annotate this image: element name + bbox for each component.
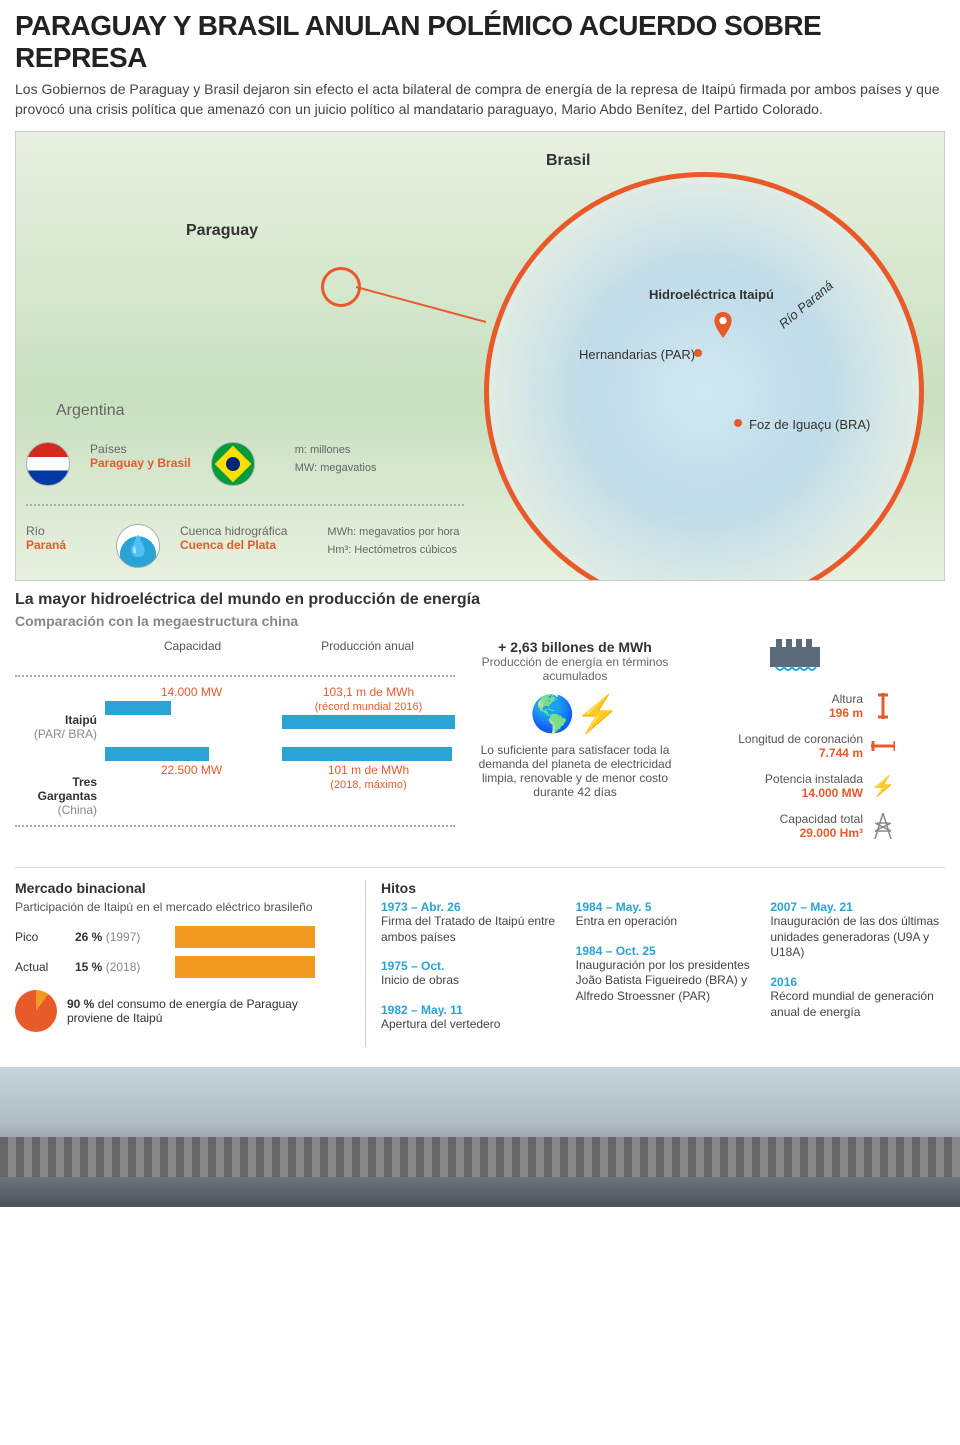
hitos-title: Hitos [381,880,945,896]
hito-item: 1982 – May. 11Apertura del vertedero [381,1003,556,1033]
tres-capacity-bar [105,747,209,761]
hito-item: 2016Récord mundial de generación anual d… [770,975,945,1020]
itaipu-name: Itaipú [15,713,97,727]
flag-brasil-group [211,442,255,486]
legend-countries-label: Países [90,442,191,456]
abbrev-hm3: Hm³: Hectómetros cúbicos [327,542,459,560]
itaipu-capacity-bar [105,701,171,715]
spec-capacity-label: Capacidad total [780,812,863,826]
hito-text: Récord mundial de generación anual de en… [770,989,945,1020]
flag-paraguay-icon [26,442,70,486]
city-dot-bra [734,419,742,427]
hito-date: 2007 – May. 21 [770,900,945,914]
label-argentina: Argentina [56,402,125,420]
accumulated-sub: Producción de energía en términos acumul… [465,655,685,683]
spec-length-value: 7.744 m [738,746,863,760]
itaipu-capacity-value: 14.000 MW [105,685,278,699]
accumulated-title: + 2,63 billones de MWh [465,639,685,655]
zoom-city-par: Hernandarias (PAR) [579,347,695,362]
comparison-title: La mayor hidroeléctrica del mundo en pro… [15,591,945,609]
abbrev-mw: MW: megavatios [295,460,377,478]
spec-height-value: 196 m [829,706,863,720]
height-icon [871,694,895,718]
comparison-subtitle: Comparación con la megaestructura china [15,613,945,629]
hito-text: Apertura del vertedero [381,1017,556,1033]
abbrev-m: m: millones [295,442,377,460]
market-panel: Mercado binacional Participación de Itai… [15,880,345,1046]
legend-river-value: Paraná [26,538,96,552]
itaipu-production-bar [282,715,455,729]
spec-power-label: Potencia instalada [765,772,863,786]
hito-date: 2016 [770,975,945,989]
itaipu-production-value: 103,1 m de MWh (récord mundial 2016) [282,685,455,713]
market-title: Mercado binacional [15,880,345,896]
itaipu-sub: (PAR/ BRA) [15,727,97,741]
spec-height-label: Altura [829,692,863,706]
market-actual-bar [175,956,315,978]
map-focus-ring [321,267,361,307]
tres-sub: (China) [15,803,97,817]
zoom-dam-label: Hidroeléctrica Itaipú [649,287,774,302]
label-paraguay: Paraguay [186,222,258,240]
spec-capacity-value: 29.000 Hm³ [780,826,863,840]
length-icon [871,734,895,758]
hito-date: 1982 – May. 11 [381,1003,556,1017]
globe-bolt-icon: 🌎⚡ [465,693,685,735]
page-subtitle: Los Gobiernos de Paraguay y Brasil dejar… [15,80,945,119]
legend-river-label: Río [26,524,96,538]
hito-text: Inauguración por los presidentes João Ba… [576,958,751,1005]
flag-brasil-icon [211,442,255,486]
market-desc: Participación de Itaipú en el mercado el… [15,900,345,914]
map-connector [356,282,486,342]
hitos-panel: Hitos 1973 – Abr. 26Firma del Tratado de… [365,880,945,1046]
col-capacity: Capacidad [105,639,280,653]
tower-icon [871,814,895,838]
tres-capacity-value: 22.500 MW [105,763,278,777]
spec-power-value: 14.000 MW [765,786,863,800]
hito-text: Inicio de obras [381,973,556,989]
city-dot-par [694,349,702,357]
tres-production-bar [282,747,452,761]
map-zoom-circle: Hidroeléctrica Itaipú Hernandarias (PAR)… [484,172,924,581]
legend-basin-label: Cuenca hidrográfica [180,524,287,538]
legend-basin-value: Cuenca del Plata [180,538,287,552]
spec-length-label: Longitud de coronación [738,732,863,746]
dam-photo [0,1067,960,1207]
zoom-river-label: Río Paraná [776,278,836,332]
hito-date: 1984 – Oct. 25 [576,944,751,958]
tres-production-value: 101 m de MWh (2018, máximo) [282,763,455,791]
comparison-section: La mayor hidroeléctrica del mundo en pro… [15,591,945,852]
hito-item: 1975 – Oct.Inicio de obras [381,959,556,989]
hito-item: 2007 – May. 21Inauguración de las dos úl… [770,900,945,961]
col-production: Producción anual [280,639,455,653]
hito-date: 1975 – Oct. [381,959,556,973]
flag-paraguay-group [26,442,70,486]
dam-icon [695,639,895,682]
water-drop-icon: 💧 [116,524,160,568]
hito-text: Firma del Tratado de Itaipú entre ambos … [381,914,556,945]
hito-text: Entra en operación [576,914,751,930]
pie-icon [15,990,57,1032]
label-brasil: Brasil [546,152,590,170]
bolt-icon: ⚡ [871,774,895,798]
hito-item: 1973 – Abr. 26Firma del Tratado de Itaip… [381,900,556,945]
market-pico-label: Pico [15,930,65,944]
market-actual-label: Actual [15,960,65,974]
zoom-city-bra: Foz de Iguaçu (BRA) [749,417,870,432]
hito-date: 1984 – May. 5 [576,900,751,914]
hito-date: 1973 – Abr. 26 [381,900,556,914]
abbrev-mwh: MWh: megavatios por hora [327,524,459,542]
tres-name: Tres Gargantas [15,775,97,803]
hito-text: Inauguración de las dos últimas unidades… [770,914,945,961]
map-pin-icon [714,312,732,338]
market-pico-bar [175,926,315,948]
hito-item: 1984 – May. 5Entra en operación [576,900,751,930]
accumulated-note: Lo suficiente para satisfacer toda la de… [465,743,685,799]
hito-item: 1984 – Oct. 25Inauguración por los presi… [576,944,751,1005]
page-title: PARAGUAY Y BRASIL ANULAN POLÉMICO ACUERD… [15,10,945,74]
legend-countries-value: Paraguay y Brasil [90,456,191,470]
map-region: Paraguay Brasil Argentina Hidroeléctrica… [15,131,945,581]
pie-note-text: 90 % del consumo de energía de Paraguay … [67,997,345,1025]
